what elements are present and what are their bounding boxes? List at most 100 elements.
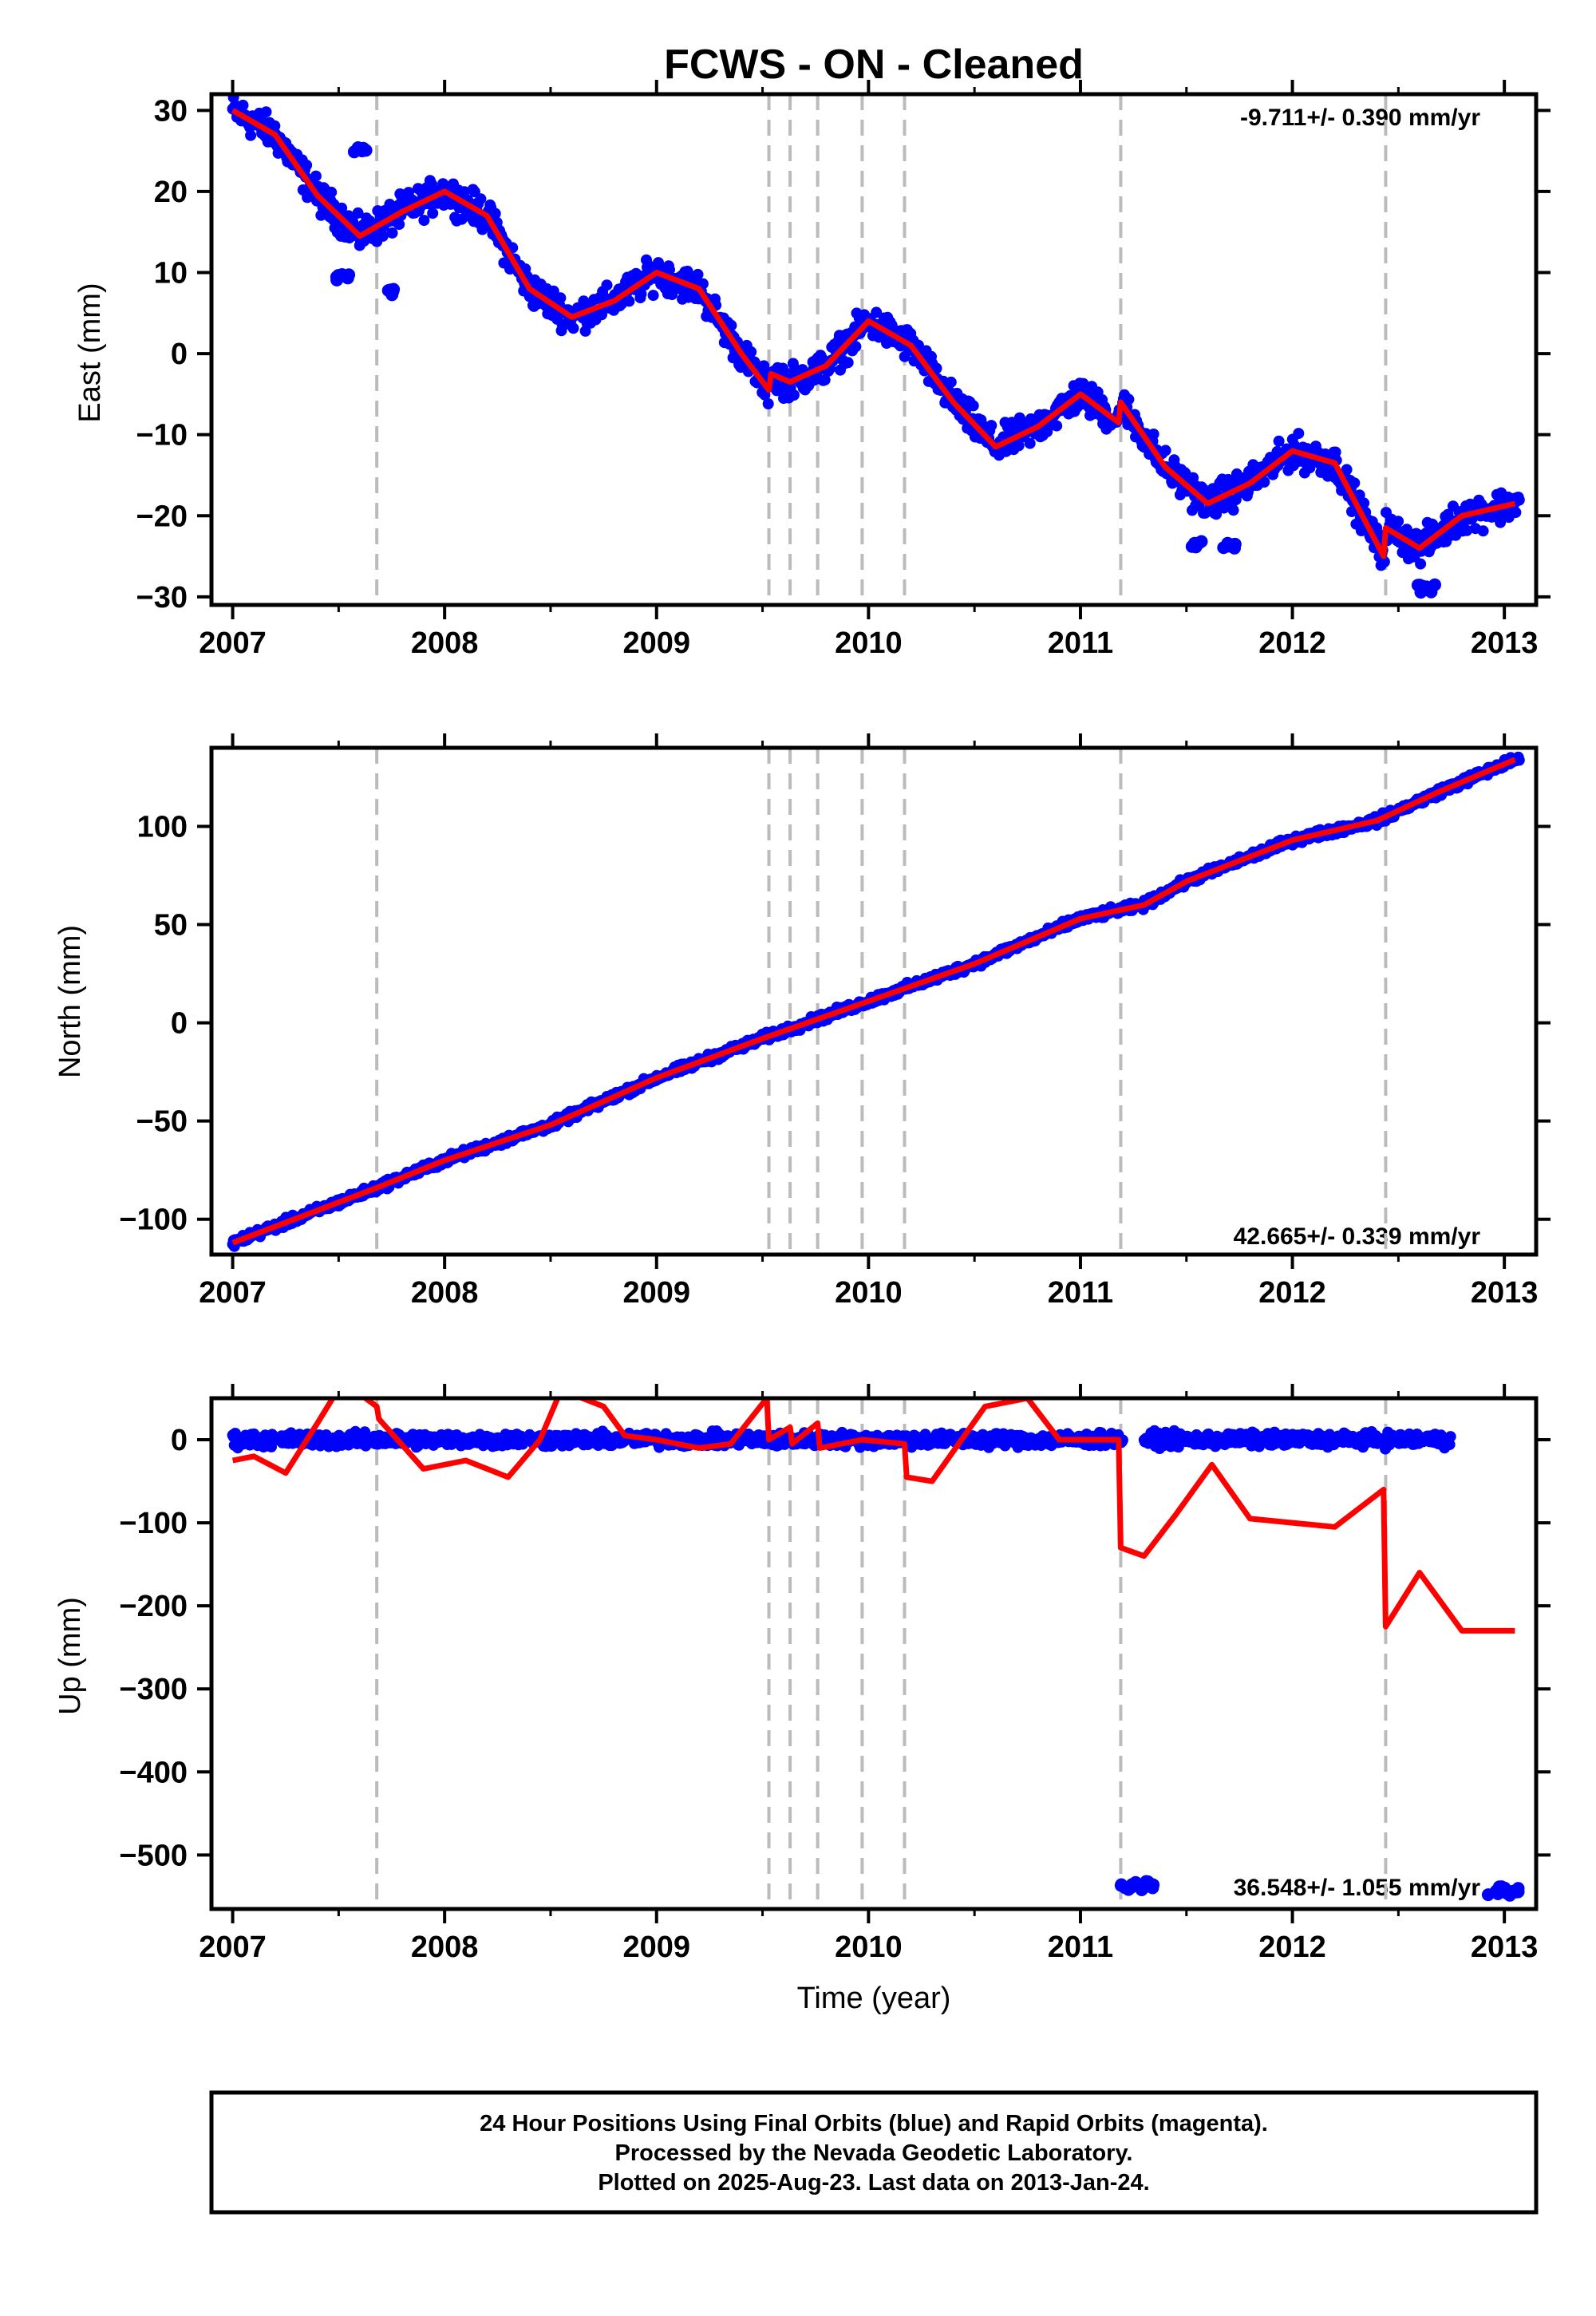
up-xtick-label: 2007 bbox=[199, 1931, 267, 1964]
up-ytick-label: −200 bbox=[119, 1590, 188, 1623]
east-xtick-label: 2012 bbox=[1258, 626, 1326, 660]
up-panel: Up (mm) 36.548+/- 1.055 mm/yr 2007 2008 20… bbox=[53, 1384, 1551, 1964]
east-point bbox=[1513, 494, 1525, 506]
x-axis-label: Time (year) bbox=[797, 1982, 951, 2015]
up-outlier-point bbox=[1114, 1879, 1128, 1892]
up-ytick-label: −300 bbox=[119, 1673, 188, 1706]
east-point bbox=[1378, 556, 1390, 567]
east-point bbox=[635, 288, 647, 300]
east-point bbox=[762, 398, 774, 409]
north-rate-label: 42.665+/- 0.339 mm/yr bbox=[1234, 1223, 1481, 1250]
up-rate-label: 36.548+/- 1.055 mm/yr bbox=[1234, 1875, 1481, 1901]
east-point bbox=[758, 360, 770, 372]
north-model-line bbox=[231, 757, 1516, 1246]
east-point bbox=[301, 160, 313, 171]
footer-line-2: Processed by the Nevada Geodetic Laborat… bbox=[615, 2140, 1133, 2166]
east-point bbox=[745, 346, 757, 358]
north-xtick-label: 2013 bbox=[1471, 1276, 1539, 1310]
east-point bbox=[427, 207, 439, 219]
east-outlier-point bbox=[1424, 585, 1438, 599]
north-frame bbox=[209, 745, 1539, 1257]
east-point bbox=[850, 341, 862, 353]
east-xtick-label: 2013 bbox=[1471, 626, 1539, 660]
up-outlier-point bbox=[1141, 1875, 1155, 1888]
east-ytick-label: −20 bbox=[136, 500, 188, 533]
up-xtick-label: 2013 bbox=[1471, 1931, 1539, 1964]
up-outlier-point bbox=[1509, 1885, 1523, 1899]
east-point bbox=[336, 202, 348, 214]
up-point bbox=[1444, 1431, 1456, 1443]
east-point bbox=[692, 268, 704, 280]
east-point bbox=[1051, 420, 1063, 432]
east-xtick-label: 2010 bbox=[835, 626, 903, 660]
east-point bbox=[377, 230, 389, 242]
up-ytick-label: 0 bbox=[171, 1424, 188, 1457]
footer-line-3: Plotted on 2025-Aug-23. Last data on 201… bbox=[598, 2170, 1149, 2195]
east-outlier-point bbox=[1191, 536, 1205, 550]
east-point bbox=[555, 292, 567, 304]
north-xtick-label: 2011 bbox=[1048, 1276, 1113, 1310]
east-point bbox=[237, 99, 249, 111]
east-point bbox=[725, 319, 737, 331]
east-point bbox=[871, 306, 883, 318]
north-xtick-label: 2007 bbox=[199, 1276, 267, 1310]
east-point bbox=[352, 207, 364, 219]
east-point bbox=[1393, 516, 1404, 528]
up-xtick-label: 2008 bbox=[411, 1931, 479, 1964]
east-point bbox=[1329, 446, 1341, 458]
east-point bbox=[1510, 507, 1522, 519]
east-point bbox=[1273, 435, 1285, 447]
east-point bbox=[930, 362, 942, 374]
east-point bbox=[269, 120, 281, 132]
north-ytick-label: 100 bbox=[137, 810, 188, 844]
east-point bbox=[596, 309, 607, 321]
east-point bbox=[567, 322, 579, 334]
north-panel: North (mm) 42.665+/- 0.339 mm/yr 2007 200… bbox=[53, 733, 1551, 1310]
east-point bbox=[1341, 464, 1353, 476]
footer-box bbox=[209, 2090, 1539, 2215]
east-point bbox=[1358, 497, 1370, 509]
east-point bbox=[986, 420, 998, 432]
east-outlier-point bbox=[357, 141, 370, 155]
east-ytick-label: 10 bbox=[154, 256, 188, 290]
east-point bbox=[386, 227, 398, 239]
up-plot-area bbox=[227, 1398, 1525, 1909]
east-panel: East (mm) -9.711+/- 0.390 mm/yr 2007 2008… bbox=[73, 80, 1551, 660]
east-point bbox=[1013, 440, 1025, 452]
east-outlier-point bbox=[330, 271, 343, 283]
north-point bbox=[1513, 754, 1525, 766]
east-point bbox=[601, 279, 613, 291]
north-xtick-label: 2008 bbox=[411, 1276, 479, 1310]
east-xtick-label: 2008 bbox=[411, 626, 479, 660]
east-plot-area bbox=[227, 94, 1525, 605]
north-xtick-label: 2010 bbox=[835, 1276, 903, 1310]
east-point bbox=[1461, 524, 1473, 536]
east-ytick-label: 30 bbox=[154, 94, 188, 128]
up-xtick-label: 2009 bbox=[622, 1931, 690, 1964]
east-model-line bbox=[231, 108, 1516, 559]
up-xtick-label: 2010 bbox=[835, 1931, 903, 1964]
north-ytick-label: 0 bbox=[171, 1007, 188, 1041]
east-point bbox=[310, 170, 322, 182]
up-ylabel: Up (mm) bbox=[53, 1597, 87, 1715]
north-xtick-label: 2012 bbox=[1258, 1276, 1326, 1310]
up-outlier-point bbox=[1481, 1888, 1495, 1902]
east-point bbox=[475, 193, 487, 205]
east-point bbox=[788, 389, 800, 401]
north-ytick-label: 50 bbox=[154, 909, 188, 943]
east-ytick-label: 0 bbox=[171, 338, 188, 371]
east-xtick-label: 2011 bbox=[1048, 626, 1113, 660]
east-point bbox=[1024, 437, 1036, 449]
north-ytick-label: −100 bbox=[119, 1203, 188, 1237]
east-point bbox=[1159, 445, 1171, 456]
east-point bbox=[1293, 428, 1305, 440]
east-point bbox=[664, 263, 675, 275]
east-xtick-label: 2007 bbox=[199, 626, 267, 660]
footer-line-1: 24 Hour Positions Using Final Orbits (bl… bbox=[480, 2111, 1268, 2136]
east-point bbox=[489, 207, 501, 219]
east-xtick-label: 2009 bbox=[622, 626, 690, 660]
east-ylabel: East (mm) bbox=[73, 283, 107, 422]
east-point bbox=[647, 290, 659, 302]
